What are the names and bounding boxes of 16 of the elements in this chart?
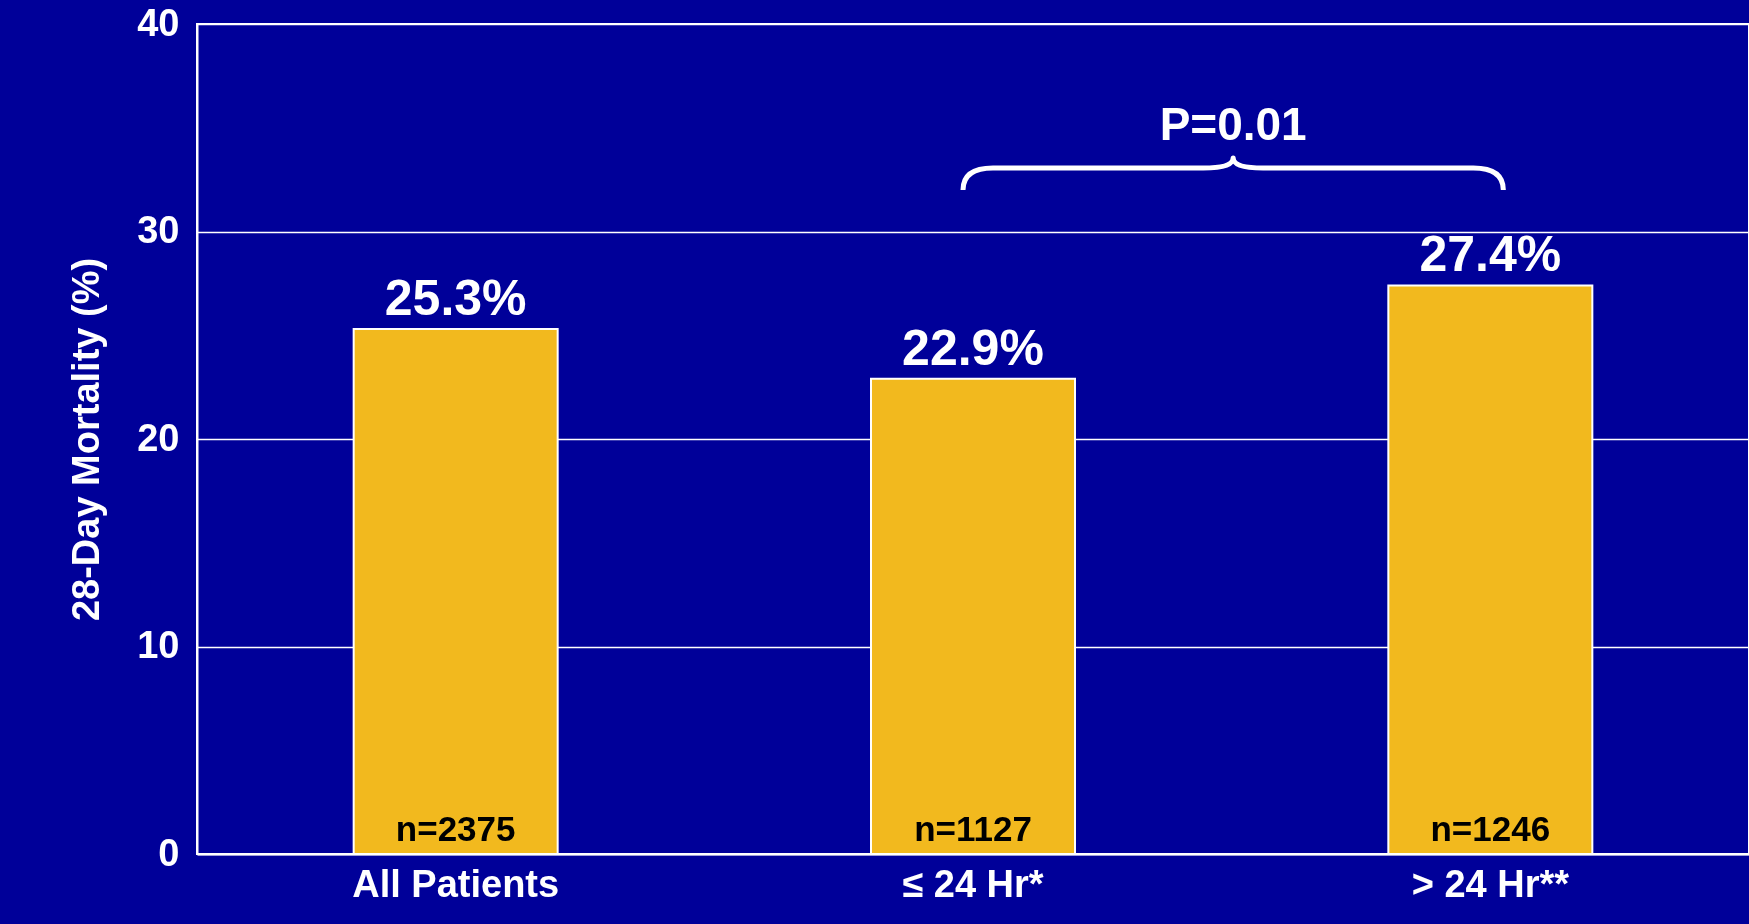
annotation: n=2375 (395, 809, 516, 848)
data-label: 25.3% (384, 270, 527, 327)
data-label: 27.4% (1419, 226, 1562, 283)
annotation: n=1127 (914, 809, 1032, 848)
y-tick-label: 30 (137, 209, 180, 251)
y-tick-label: 20 (137, 416, 180, 459)
y-tick-label: 40 (137, 1, 180, 44)
y-tick-label: 0 (158, 831, 180, 874)
data-label: 22.9% (902, 319, 1044, 376)
x-tick-label: > 24 Hr** (1411, 862, 1570, 905)
y-axis-title: 28-Day Mortality (%) (65, 257, 108, 622)
y-tick-label: 10 (137, 624, 180, 666)
annotation: n=1246 (1430, 809, 1551, 848)
x-tick-label: All Patients (352, 862, 560, 905)
x-tick-label: ≤ 24 Hr* (902, 862, 1044, 905)
annotation: P=0.01 (1159, 98, 1307, 150)
